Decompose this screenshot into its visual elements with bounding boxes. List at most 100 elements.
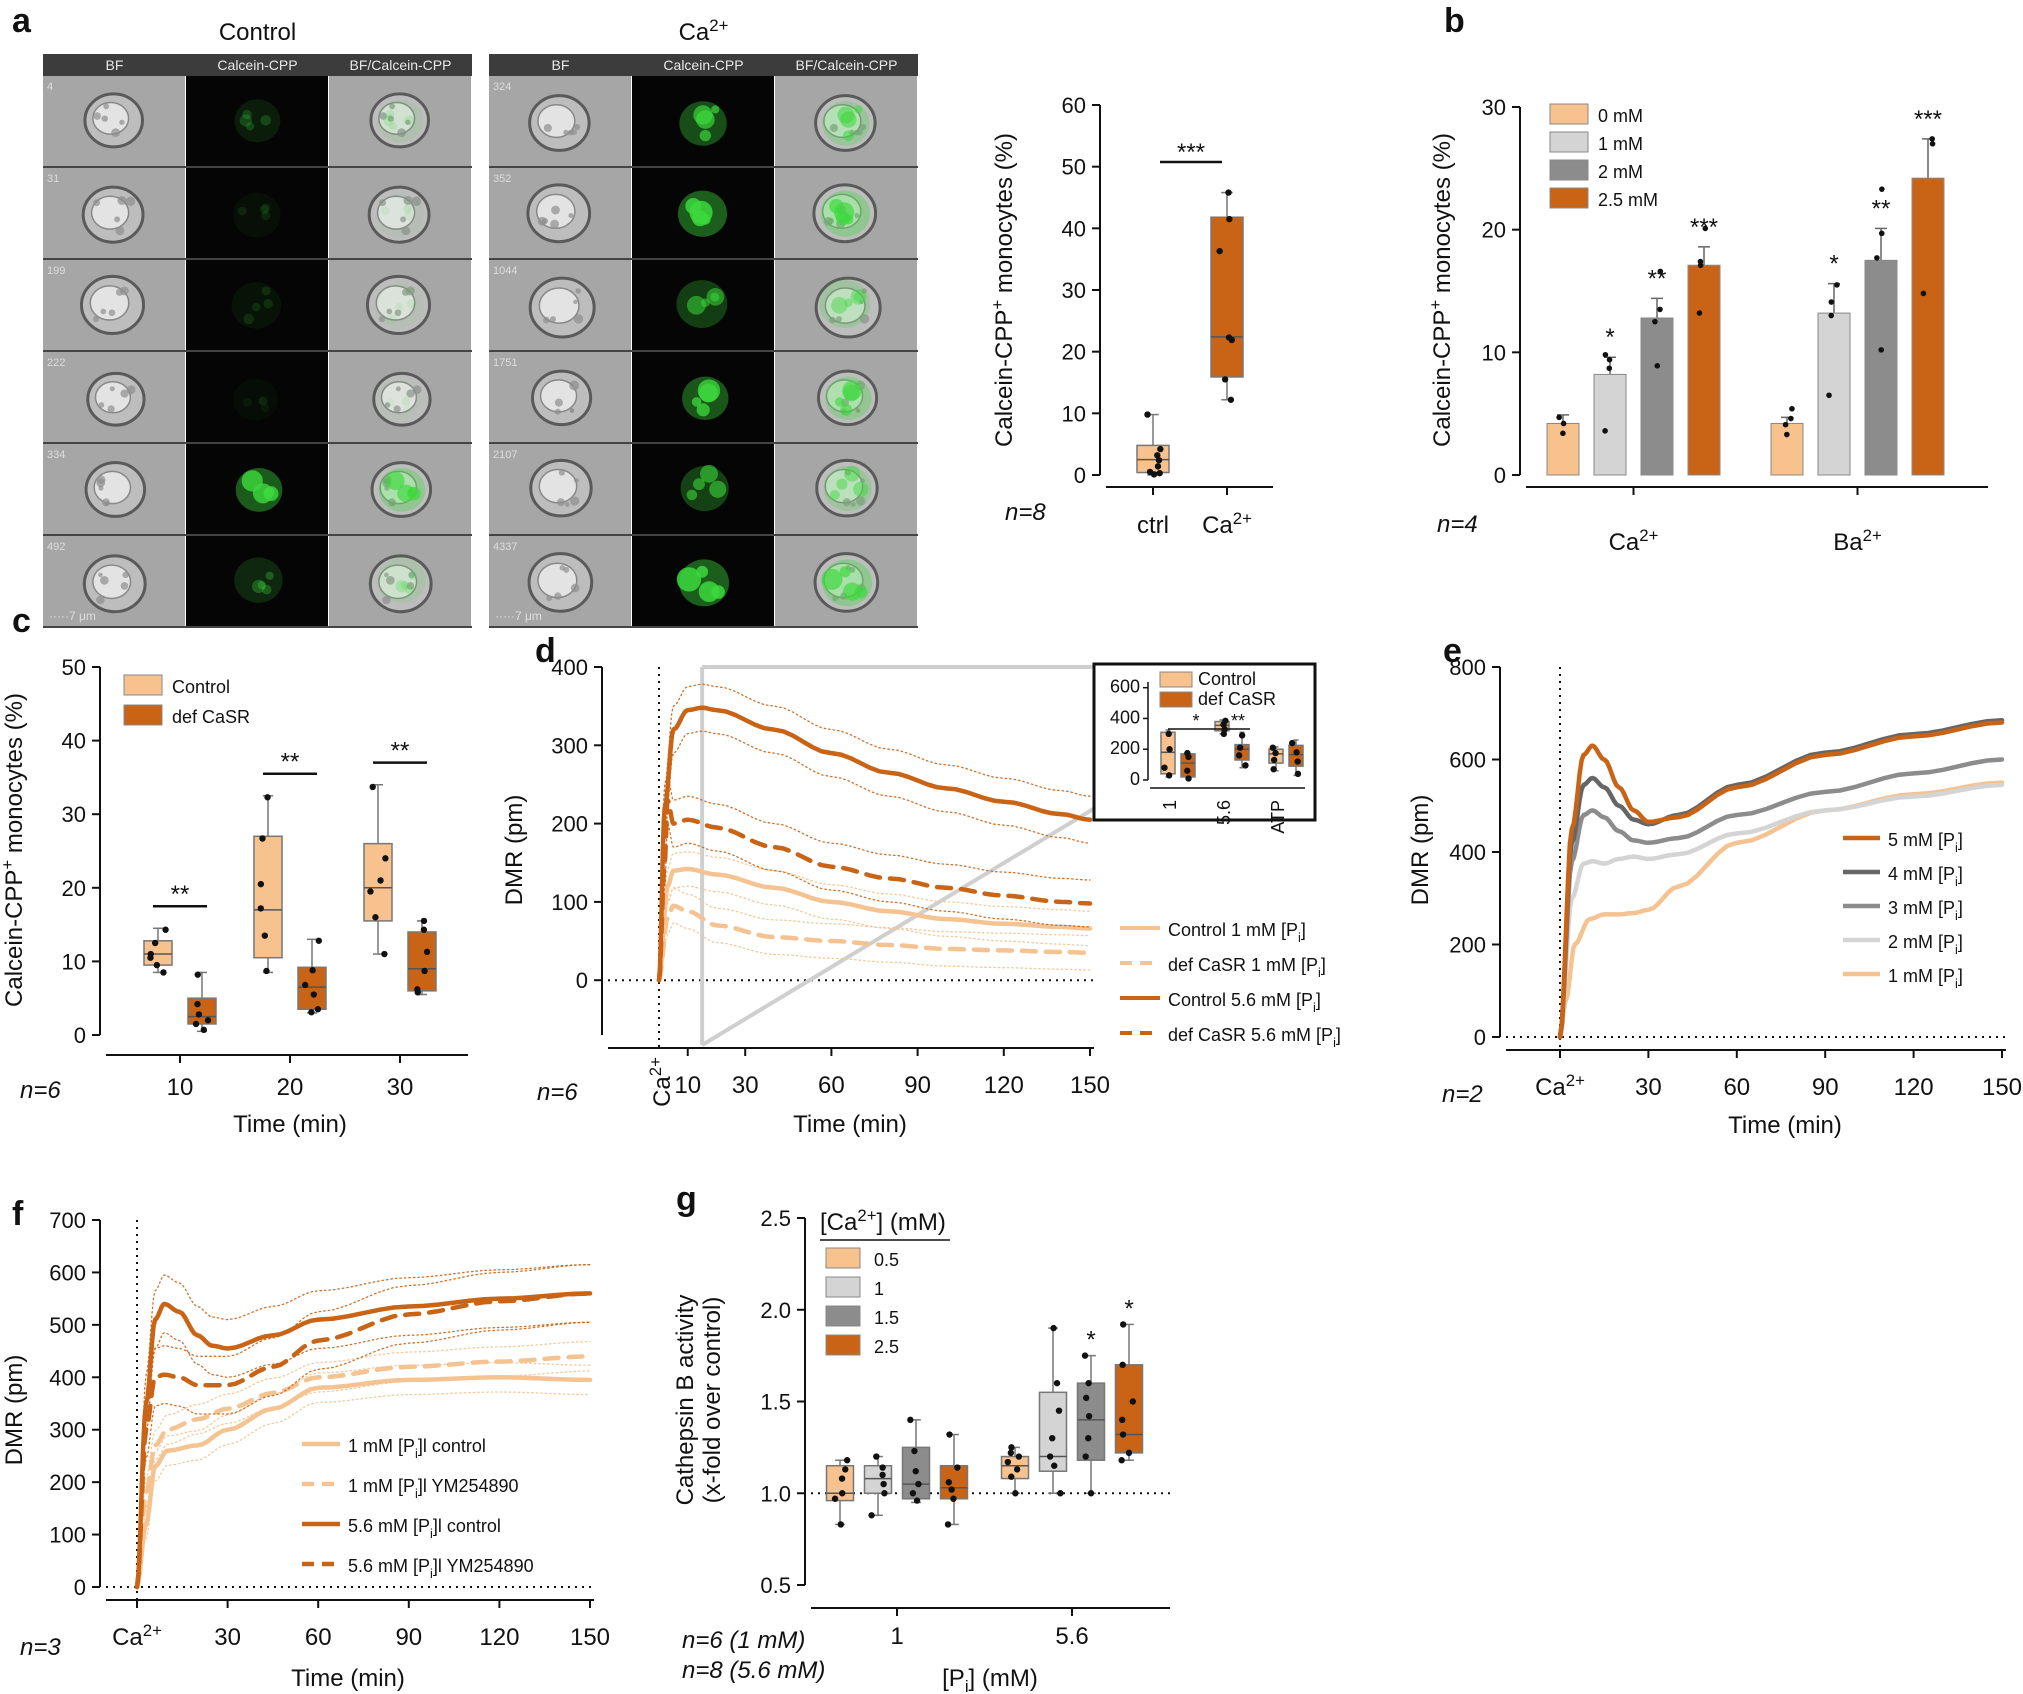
data-point <box>309 967 316 974</box>
data-point <box>1119 1431 1127 1438</box>
inset-box <box>1288 739 1304 778</box>
cell-granule <box>406 286 415 296</box>
bar <box>1911 177 1945 476</box>
fluorescence-spot <box>400 580 410 590</box>
sd-envelope <box>136 1340 591 1588</box>
text-tail: ] <box>1958 864 1963 884</box>
fluorescence-spot <box>844 465 860 482</box>
fluorescence-spot <box>401 397 411 406</box>
inset-x-tick-label: 1 <box>1160 800 1180 810</box>
text-tail: ]l YM254890 <box>433 1556 534 1576</box>
data-point <box>372 914 379 921</box>
legend-label: 1 mM [Pi]l control <box>348 1436 486 1461</box>
cell-granule <box>379 112 387 120</box>
fluorescence-spot <box>691 397 702 407</box>
cell-granule <box>92 315 100 323</box>
cell-granule <box>570 496 580 506</box>
subscript: i <box>1955 909 1958 923</box>
series-line <box>134 1375 593 1590</box>
x-tick-label: 60 <box>1723 1074 1750 1101</box>
data-point <box>1225 334 1233 341</box>
cell-granule <box>849 566 856 573</box>
fluorescence-spot <box>385 397 395 407</box>
cell-granule <box>401 226 411 236</box>
fluorescence-spot <box>404 286 414 296</box>
data-point <box>837 1521 844 1528</box>
data-point <box>192 1020 200 1028</box>
data-point <box>259 835 266 842</box>
legend-label: 1 mM [Pi]l YM254890 <box>348 1476 519 1501</box>
fluorescence-spot <box>696 403 710 417</box>
text-tail: ]l YM254890 <box>418 1476 519 1496</box>
legend-label: 5 mM [Pi] <box>1888 830 1963 855</box>
n-label: n=2 <box>1442 1081 1483 1108</box>
legend-label: 1 <box>874 1279 884 1299</box>
cell-granule <box>98 402 105 408</box>
cell-granule <box>395 386 401 392</box>
text-tail: monocytes (%) <box>991 133 1018 300</box>
panel-letter-a: a <box>12 2 32 40</box>
fluorescence-tile <box>632 444 774 534</box>
inset-y-tick-label: 0 <box>1130 769 1140 789</box>
fluorescence-spot <box>239 114 252 127</box>
data-point <box>423 948 431 956</box>
series-line <box>1557 720 2005 1040</box>
x-tick-label: 150 <box>1982 1074 2022 1101</box>
y-tick-label: 2.5 <box>760 1206 791 1231</box>
cell-granule <box>412 385 422 395</box>
data-point <box>879 1464 886 1471</box>
fluorescence-spot <box>842 380 862 401</box>
cell-granule <box>570 408 575 413</box>
data-point <box>1125 1449 1133 1457</box>
text-tail: monocytes (%) <box>1 693 28 860</box>
cell-granule <box>574 124 581 131</box>
cell-granule <box>546 595 553 602</box>
fluorescence-spot <box>686 489 698 501</box>
y-tick-label: 0 <box>74 1575 86 1600</box>
inset-legend-label: Control <box>1198 669 1256 689</box>
fluorescence-spot <box>850 288 867 305</box>
data-point <box>1087 1490 1095 1497</box>
legend-label: def CaSR 1 mM [Pi] <box>1168 955 1326 980</box>
cell-granule <box>564 502 570 507</box>
box <box>407 931 437 992</box>
bar-1mM-Ba: * <box>1817 251 1851 476</box>
panel-letter-b: b <box>1444 2 1465 40</box>
x-tick-label: 20 <box>277 1074 304 1101</box>
data-point <box>1657 268 1664 275</box>
superscript: 2+ <box>1233 509 1252 528</box>
data-point <box>913 1497 921 1504</box>
data-point <box>147 950 154 958</box>
data-point <box>1166 746 1173 753</box>
data-point <box>257 880 265 888</box>
data-point <box>1606 356 1613 363</box>
significance-mark: *** <box>1914 106 1942 133</box>
superscript: 2+ <box>1639 526 1658 545</box>
micrograph-group-title: Ca2+ <box>679 16 729 46</box>
cell-granule <box>400 216 407 223</box>
fluorescence-spot <box>408 571 417 580</box>
cell-id: 334 <box>47 449 65 461</box>
bar-2mM-Ca: ** <box>1640 265 1674 476</box>
cell-granule <box>387 498 396 507</box>
box <box>1076 1382 1106 1461</box>
cell-granule <box>101 498 110 507</box>
data-point <box>1081 1352 1089 1359</box>
cell-granule <box>856 496 866 506</box>
x-tick-label: 10 <box>674 1072 701 1099</box>
fluorescence-spot <box>261 286 271 296</box>
subscript: i <box>430 1567 433 1581</box>
cell-granule <box>120 286 129 296</box>
data-point <box>1789 405 1795 412</box>
data-point <box>948 1486 955 1493</box>
data-point <box>1878 230 1885 237</box>
data-point <box>1788 415 1794 422</box>
scale-bar: ·····7 μm <box>495 609 542 623</box>
bar <box>1770 422 1804 476</box>
cell-id: 352 <box>493 173 511 185</box>
text-tail: ] <box>1958 830 1963 850</box>
y-tick-label: 40 <box>1062 216 1086 241</box>
superscript: 2+ <box>857 1206 876 1225</box>
panel-letter-c: c <box>12 602 31 640</box>
data-point <box>1702 225 1709 232</box>
